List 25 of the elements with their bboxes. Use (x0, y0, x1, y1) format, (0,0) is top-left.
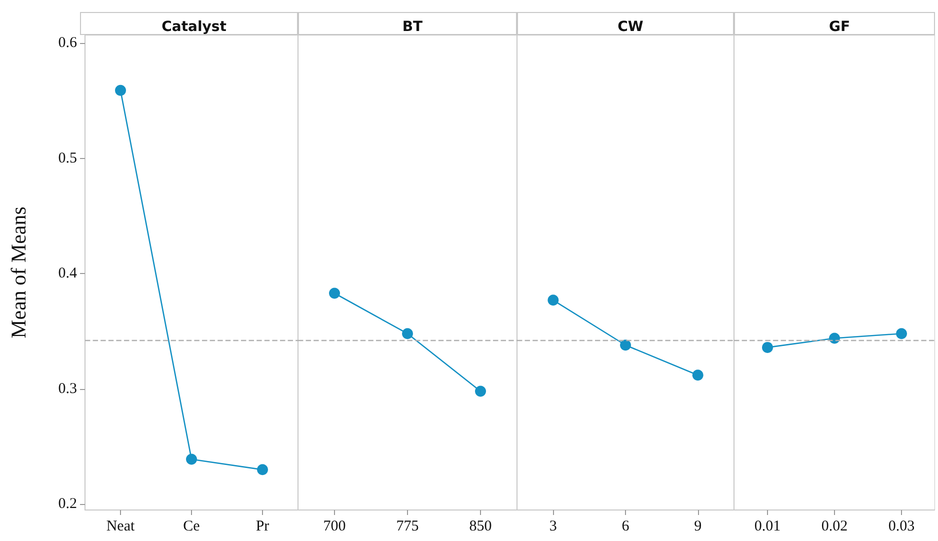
x-tick-label: 850 (469, 518, 492, 534)
chart-title: GF (828, 19, 850, 35)
x-tick-label: 700 (323, 518, 346, 534)
y-tick-label: 0.6 (58, 35, 78, 52)
x-tick-label: 0.03 (888, 518, 915, 534)
x-tick-label: 775 (396, 518, 419, 534)
y-tick-label: 0.5 (58, 150, 77, 166)
x-tick-label: 3 (549, 518, 557, 534)
x-tick-label: Ce (183, 518, 200, 534)
x-tick-label: Neat (106, 518, 136, 534)
y-axis-title: Mean of Means (6, 206, 30, 338)
chart-title: CW (618, 19, 644, 35)
y-tick-label: 0.3 (58, 380, 77, 397)
chart-title: BT (402, 19, 424, 35)
point (186, 454, 197, 465)
x-tick-label: Pr (256, 518, 270, 534)
chart-title: Catalyst (162, 19, 227, 35)
y-tick-label: 0.2 (58, 496, 77, 512)
x-tick-label: 0.01 (754, 518, 781, 534)
point (115, 84, 126, 96)
y-tick-label: 0.4 (58, 266, 78, 282)
x-tick-label: 9 (694, 518, 702, 534)
point (257, 464, 268, 476)
x-tick-label: 0.02 (821, 518, 848, 534)
x-tick-label: 6 (622, 518, 630, 534)
